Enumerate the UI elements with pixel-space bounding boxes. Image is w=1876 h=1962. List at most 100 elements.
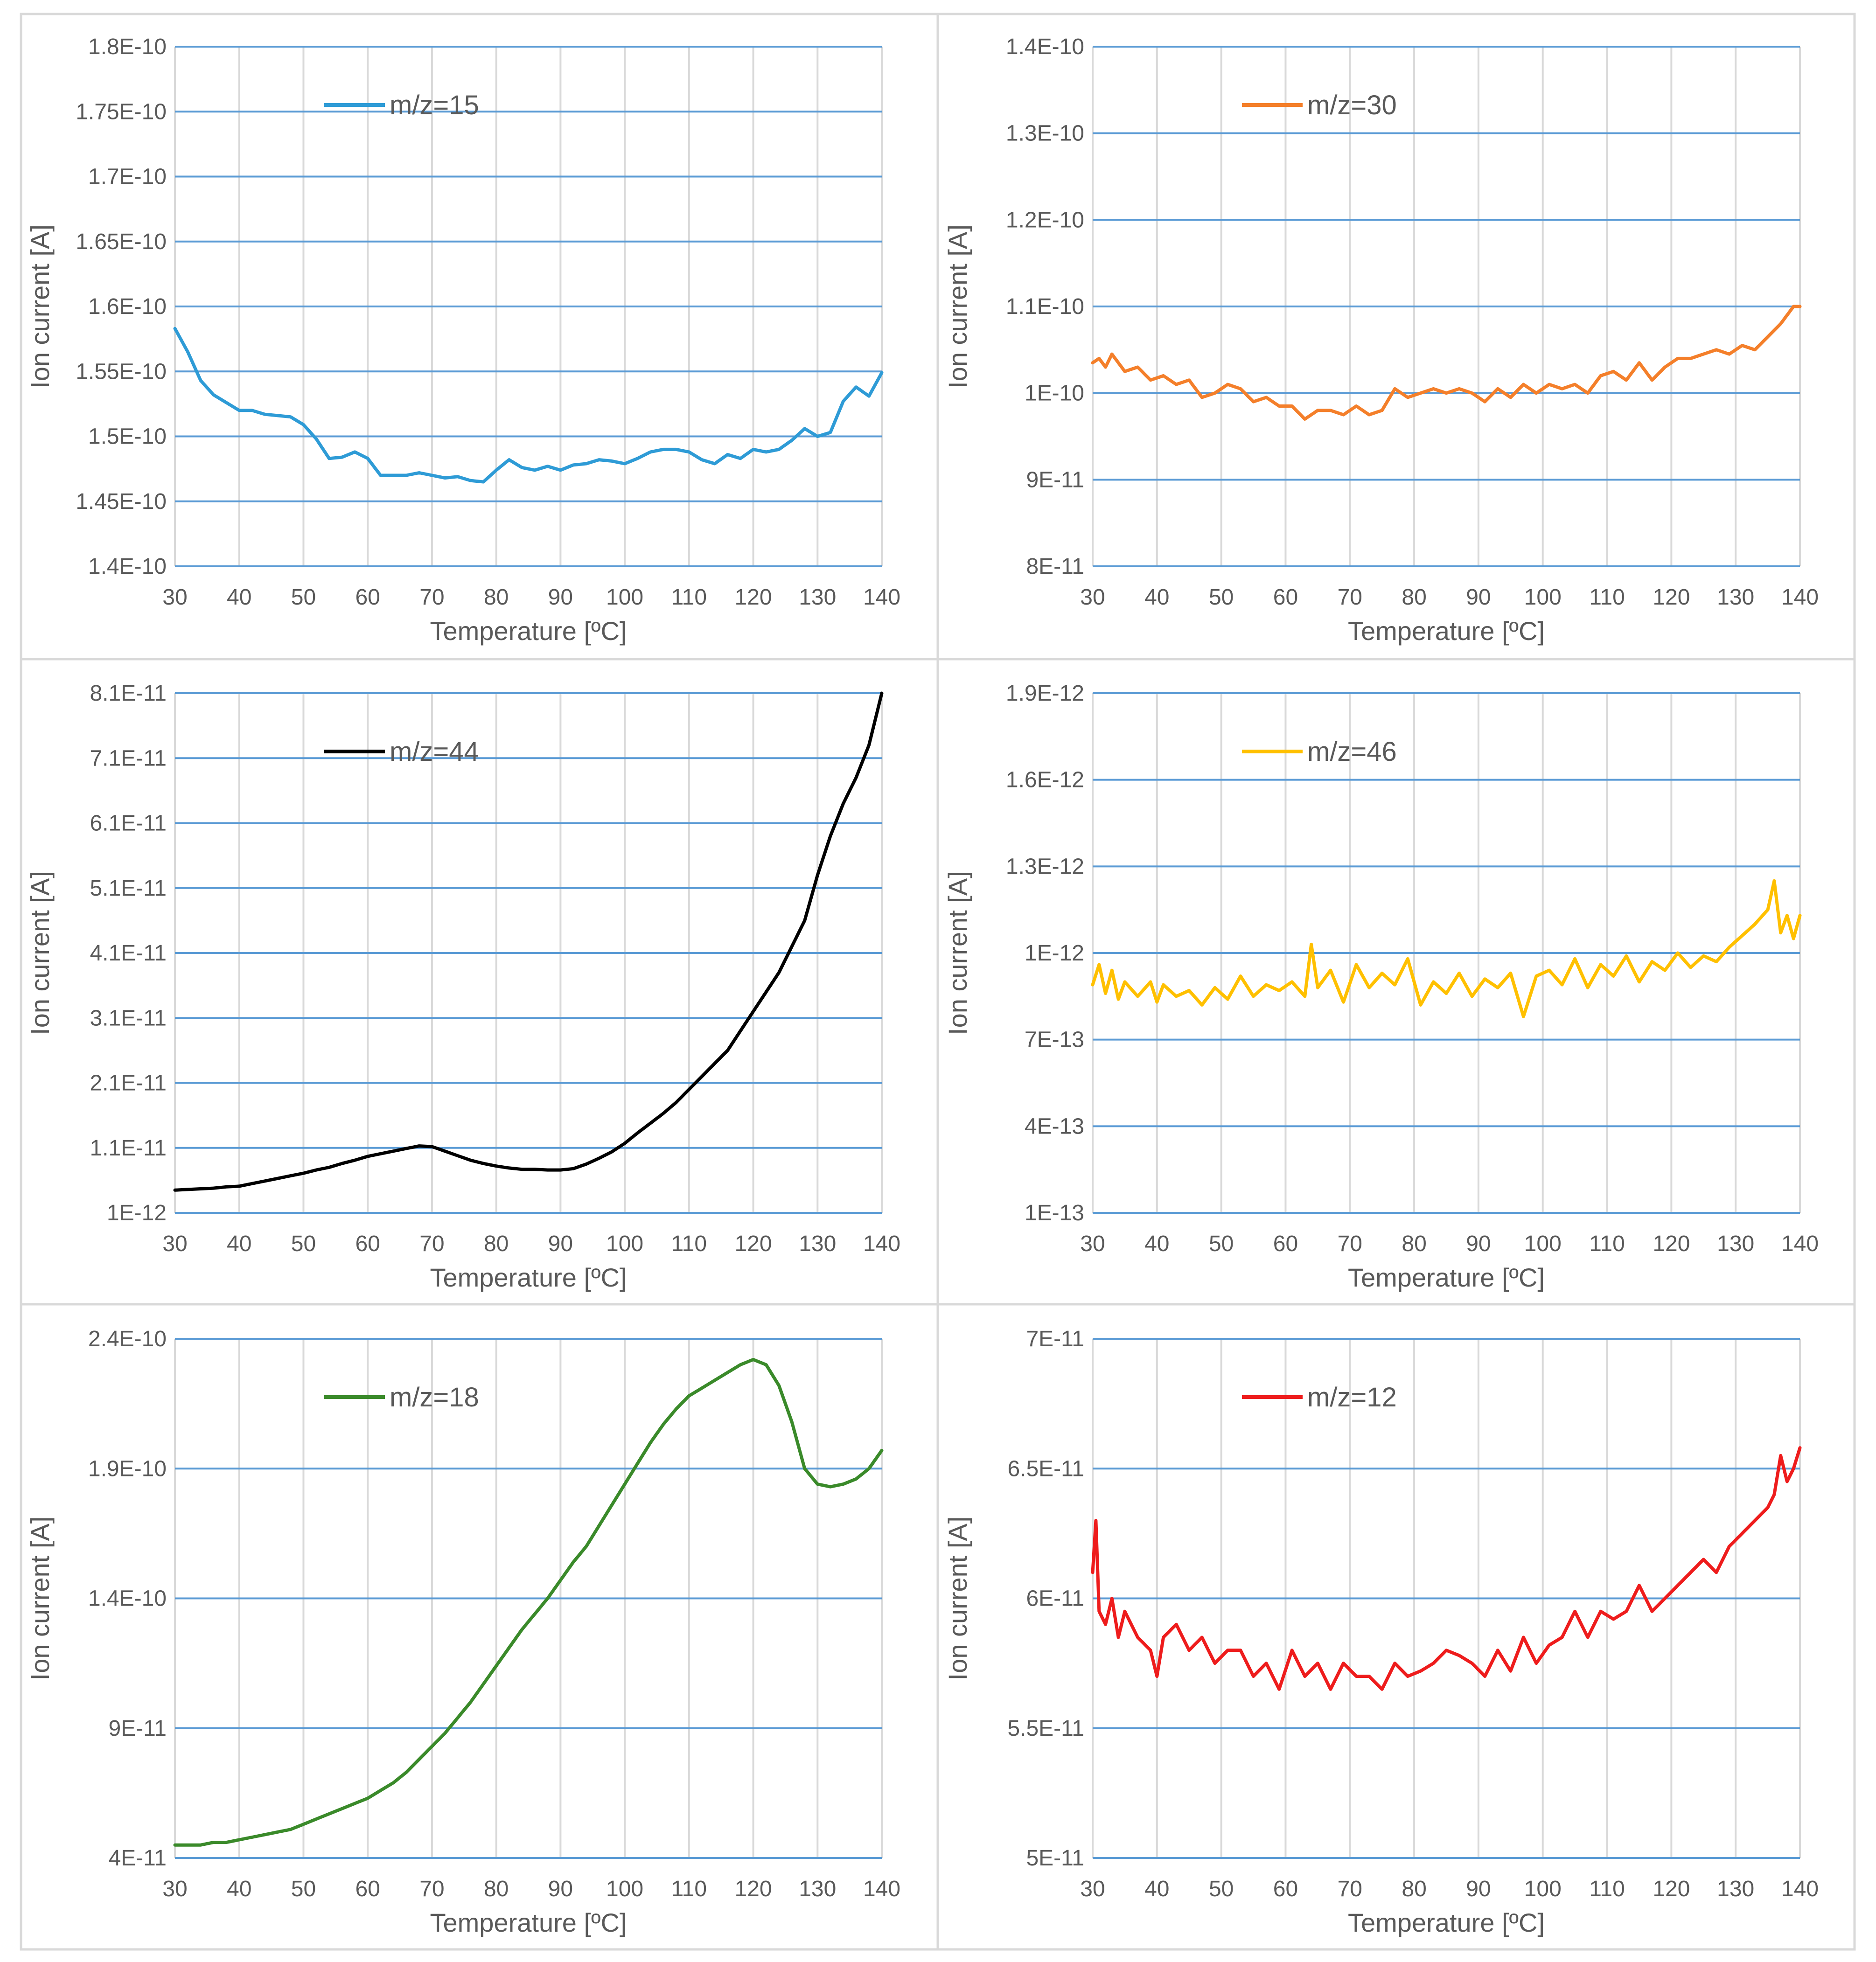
x-axis-title: Temperature [ºC] — [1348, 1908, 1545, 1937]
x-tick-label: 110 — [671, 585, 707, 610]
y-axis-title: Ion current [A] — [25, 1517, 55, 1681]
y-tick-label: 1E-13 — [1025, 1201, 1084, 1225]
x-tick-label: 120 — [734, 585, 772, 610]
y-tick-label: 5.5E-11 — [1007, 1716, 1084, 1741]
y-tick-label: 1.6E-12 — [1006, 768, 1084, 793]
x-tick-label: 130 — [799, 585, 836, 610]
x-tick-label: 90 — [548, 585, 573, 610]
x-tick-label: 80 — [1402, 1877, 1426, 1901]
x-tick-label: 120 — [1653, 1231, 1690, 1256]
y-tick-label: 4E-11 — [108, 1846, 167, 1871]
legend-label: m/z=30 — [1307, 90, 1397, 120]
legend-label: m/z=15 — [390, 90, 479, 120]
x-tick-label: 90 — [548, 1231, 573, 1256]
series-line-m/z=44 — [173, 691, 884, 1192]
x-tick-label: 70 — [419, 1877, 444, 1901]
y-tick-label: 1.3E-12 — [1006, 854, 1084, 879]
y-tick-label: 1.9E-10 — [88, 1456, 167, 1481]
y-axis-title: Ion current [A] — [943, 224, 972, 389]
y-tick-label: 1.4E-10 — [88, 1586, 167, 1611]
y-tick-label: 9E-11 — [108, 1716, 167, 1741]
x-tick-label: 90 — [1466, 1231, 1491, 1256]
y-tick-label: 1.75E-10 — [76, 99, 167, 124]
x-tick-label: 120 — [734, 1231, 772, 1256]
x-tick-label: 80 — [1402, 585, 1426, 610]
chart-panel-1: 1.4E-10 1.45E-10 1.5E-10 1.55E-10 1.6E-10 1.6… — [25, 35, 900, 646]
x-tick-label: 50 — [291, 1877, 316, 1901]
chart-panel-3: 1E-12 1.1E-11 2.1E-11 3.1E-11 4.1E-11 5.1E-11… — [25, 681, 900, 1292]
y-tick-label: 1.65E-10 — [76, 230, 167, 254]
x-tick-label: 140 — [1781, 585, 1819, 610]
y-tick-label: 6E-11 — [1026, 1586, 1084, 1611]
y-tick-label: 1.7E-10 — [88, 165, 167, 189]
x-tick-label: 120 — [1653, 585, 1690, 610]
y-tick-label: 1E-12 — [107, 1201, 167, 1225]
y-tick-label: 2.1E-11 — [90, 1071, 167, 1096]
x-tick-label: 40 — [227, 1877, 251, 1901]
x-axis-title: Temperature [ºC] — [1348, 1263, 1545, 1292]
y-tick-label: 1.45E-10 — [76, 489, 167, 514]
series-line-m/z=30 — [1091, 305, 1802, 421]
y-tick-label: 8E-11 — [1026, 554, 1084, 579]
x-tick-label: 140 — [863, 585, 900, 610]
x-tick-label: 110 — [1589, 585, 1625, 610]
y-tick-label: 1E-12 — [1025, 941, 1084, 966]
x-tick-label: 110 — [671, 1231, 707, 1256]
chart-panel-5: 4E-11 9E-11 1.4E-10 1.9E-10 2.4E-10 30 40 50 60 7… — [25, 1327, 900, 1937]
x-tick-label: 30 — [1080, 1231, 1105, 1256]
chart-panel-2: 8E-11 9E-11 1E-10 1.1E-10 1.2E-10 1.3E-10 1.4E… — [943, 35, 1819, 646]
y-tick-label: 7.1E-11 — [90, 746, 167, 771]
x-tick-label: 80 — [1402, 1231, 1426, 1256]
x-tick-label: 120 — [734, 1877, 772, 1901]
x-tick-label: 100 — [606, 1231, 643, 1256]
x-tick-label: 90 — [548, 1877, 573, 1901]
x-tick-label: 30 — [162, 585, 187, 610]
x-tick-label: 90 — [1466, 1877, 1491, 1901]
y-tick-label: 4.1E-11 — [90, 941, 167, 966]
y-axis-title: Ion current [A] — [943, 871, 972, 1035]
x-tick-label: 110 — [671, 1877, 707, 1901]
y-tick-label: 2.4E-10 — [88, 1327, 167, 1351]
x-tick-label: 60 — [355, 1231, 380, 1256]
y-tick-label: 1.5E-10 — [88, 424, 167, 449]
x-tick-label: 140 — [863, 1231, 900, 1256]
x-axis-title: Temperature [ºC] — [430, 1908, 627, 1937]
x-tick-label: 40 — [227, 585, 251, 610]
x-tick-label: 50 — [1209, 585, 1234, 610]
chart-panel-4: 1E-13 4E-13 7E-13 1E-12 1.3E-12 1.6E-12 1.9E-1… — [943, 681, 1819, 1292]
x-axis-title: Temperature [ºC] — [1348, 616, 1545, 646]
x-tick-label: 70 — [419, 1231, 444, 1256]
x-tick-label: 100 — [1524, 1877, 1562, 1901]
x-tick-label: 30 — [162, 1877, 187, 1901]
x-tick-label: 40 — [1144, 1231, 1169, 1256]
y-tick-label: 1.1E-10 — [1006, 294, 1084, 319]
x-tick-label: 30 — [162, 1231, 187, 1256]
x-tick-label: 70 — [1338, 585, 1362, 610]
y-tick-label: 1E-10 — [1025, 381, 1084, 406]
legend-label: m/z=44 — [390, 737, 479, 767]
y-tick-label: 6.1E-11 — [90, 811, 167, 836]
x-tick-label: 60 — [1273, 585, 1298, 610]
x-tick-label: 130 — [799, 1877, 836, 1901]
y-tick-label: 9E-11 — [1026, 467, 1084, 492]
y-tick-label: 1.8E-10 — [88, 35, 167, 59]
x-tick-label: 40 — [227, 1231, 251, 1256]
x-tick-label: 40 — [1144, 1877, 1169, 1901]
x-tick-label: 90 — [1466, 585, 1491, 610]
x-tick-label: 30 — [1080, 585, 1105, 610]
x-tick-label: 60 — [1273, 1877, 1298, 1901]
series-line-m/z=46 — [1091, 879, 1802, 1018]
y-axis-title: Ion current [A] — [25, 871, 55, 1035]
x-tick-label: 140 — [863, 1877, 900, 1901]
x-tick-label: 130 — [1717, 1877, 1754, 1901]
y-tick-label: 4E-13 — [1025, 1114, 1084, 1139]
y-axis-title: Ion current [A] — [943, 1517, 972, 1681]
x-tick-label: 60 — [355, 585, 380, 610]
x-tick-label: 50 — [1209, 1877, 1234, 1901]
x-tick-label: 70 — [419, 585, 444, 610]
y-tick-label: 8.1E-11 — [90, 681, 167, 706]
x-tick-label: 80 — [484, 1877, 509, 1901]
x-tick-label: 30 — [1080, 1877, 1105, 1901]
x-tick-label: 130 — [799, 1231, 836, 1256]
